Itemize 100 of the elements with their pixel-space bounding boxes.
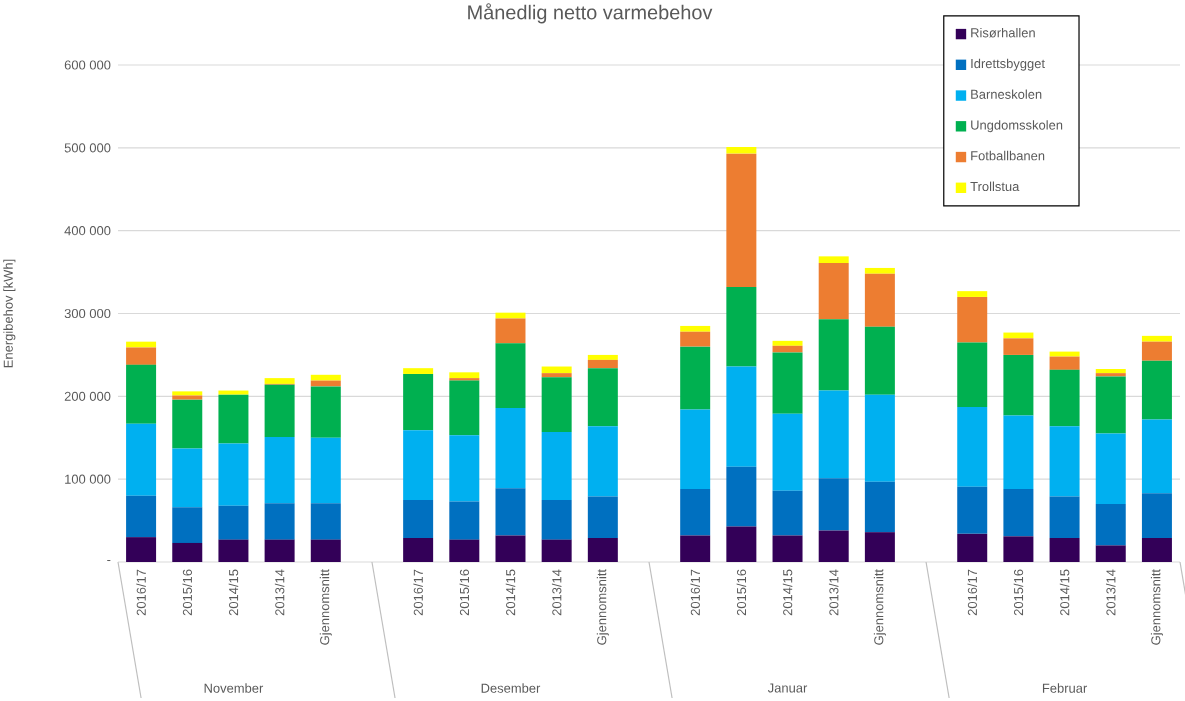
text: November [204, 683, 264, 693]
bar [449, 539, 480, 562]
bar [726, 466, 757, 527]
x-tick-label: 2016/17 [967, 569, 977, 616]
bar [818, 319, 849, 391]
bar [957, 407, 988, 487]
bar [310, 503, 341, 540]
bar [1141, 537, 1172, 562]
y-tick-label: 400 000 [64, 226, 111, 236]
x-tick-label: 2015/16 [459, 569, 470, 616]
bar [1003, 354, 1034, 416]
bar [541, 373, 572, 378]
bar [1049, 369, 1080, 427]
bar [172, 448, 203, 508]
bar [1095, 545, 1126, 562]
bar [264, 384, 295, 437]
bar [726, 153, 757, 287]
bar [218, 505, 249, 540]
bar [495, 407, 526, 489]
y-tick-label: 600 000 [64, 60, 111, 70]
x-tick-label: 2013/14 [274, 569, 285, 616]
bar [772, 352, 803, 414]
bar [864, 267, 895, 274]
bar [172, 542, 203, 562]
x-tick-label: 2013/14 [551, 569, 562, 616]
x-tick-label: 2015/16 [1013, 569, 1024, 616]
x-tick-label: 2013/14 [828, 569, 839, 616]
bar [1095, 433, 1126, 505]
bar [1003, 338, 1034, 355]
bar [1049, 496, 1080, 538]
bar [1141, 493, 1172, 538]
bar [449, 378, 480, 381]
x-tick-label: Gjennomsnitt [1150, 569, 1163, 645]
x-tick-label: 2015/16 [736, 569, 747, 616]
bar [772, 340, 803, 346]
text: Desember [481, 683, 541, 693]
bar [726, 526, 757, 562]
y-tick-label: 100 000 [65, 474, 111, 484]
bar [218, 539, 249, 562]
y-tick-label: 200 000 [64, 391, 111, 401]
x-tick-label: 2016/17 [690, 569, 700, 616]
x-tick-label: 2013/14 [1106, 569, 1116, 616]
bar [680, 489, 711, 536]
bar [310, 374, 341, 381]
y-tick-label: 300 000 [64, 308, 111, 319]
bar [864, 532, 895, 562]
legend-label: Trollstua [970, 181, 1020, 192]
x-tick-label: 2015/16 [182, 569, 193, 616]
bar [864, 481, 895, 533]
bar [772, 413, 803, 491]
bar [818, 262, 849, 320]
bar [818, 256, 849, 263]
y-tick-label: 500 000 [64, 143, 111, 153]
bar [1095, 373, 1126, 377]
legend-label: Barneskolen [971, 89, 1042, 99]
bar [172, 507, 203, 543]
bar [957, 291, 988, 297]
bar [680, 409, 711, 490]
bar [587, 354, 618, 360]
x-tick-label: 2016/17 [136, 569, 146, 616]
bar [772, 535, 803, 562]
bar [172, 399, 203, 449]
bar [1095, 369, 1126, 374]
bar [1003, 536, 1034, 562]
text: Februar [1042, 683, 1088, 693]
bar [403, 499, 434, 538]
bar [264, 539, 295, 562]
bar [726, 286, 757, 367]
bar [495, 343, 526, 408]
bar [126, 495, 157, 538]
bar [403, 537, 434, 562]
bar [680, 331, 711, 347]
x-tick-label: Gjennomsnitt [319, 569, 332, 645]
bar [818, 530, 849, 562]
bar [587, 359, 618, 369]
bar [403, 430, 434, 500]
bar [1141, 360, 1172, 420]
y-tick-label: - [107, 560, 111, 562]
bar [403, 368, 434, 374]
chart-title: Månedlig netto varmebehov [468, 3, 713, 24]
bar [541, 366, 572, 374]
bar [680, 325, 711, 332]
legend-label: Ungdomsskolen [971, 120, 1063, 133]
bar [264, 436, 295, 504]
bar [264, 378, 295, 384]
bar [772, 345, 803, 353]
bar [1049, 351, 1080, 357]
bar [541, 539, 572, 562]
bar [726, 147, 757, 154]
bar [541, 499, 572, 540]
bar [126, 347, 157, 365]
bar [864, 326, 895, 395]
legend-label: Fotballbanen [971, 150, 1045, 161]
bar [449, 380, 480, 436]
bar [449, 372, 480, 379]
bar [957, 486, 988, 534]
bar [587, 496, 618, 538]
bar [126, 364, 157, 424]
bar [726, 366, 757, 467]
bar [218, 394, 249, 444]
